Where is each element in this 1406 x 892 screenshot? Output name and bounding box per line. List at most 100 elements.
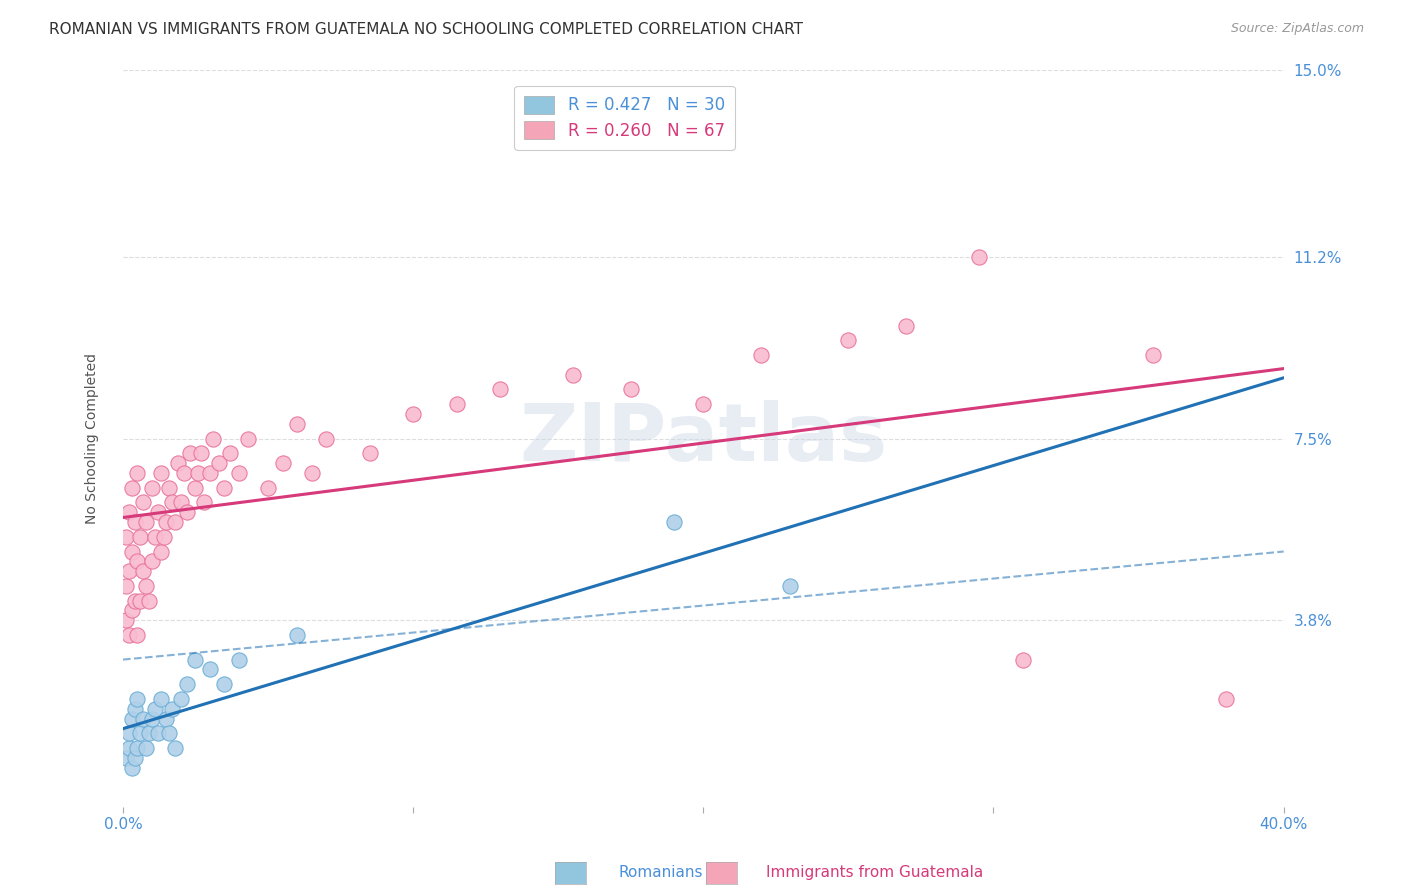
Point <box>167 456 190 470</box>
Legend: R = 0.427   N = 30, R = 0.260   N = 67: R = 0.427 N = 30, R = 0.260 N = 67 <box>515 86 735 150</box>
Point <box>315 432 337 446</box>
Point <box>129 726 152 740</box>
Point <box>228 652 250 666</box>
Text: ROMANIAN VS IMMIGRANTS FROM GUATEMALA NO SCHOOLING COMPLETED CORRELATION CHART: ROMANIAN VS IMMIGRANTS FROM GUATEMALA NO… <box>49 22 803 37</box>
Point <box>967 250 990 264</box>
Point <box>402 407 425 421</box>
Point <box>285 628 308 642</box>
Point <box>301 466 323 480</box>
Point <box>214 677 236 691</box>
Point <box>155 515 177 529</box>
Point <box>184 481 207 495</box>
Point <box>121 761 143 775</box>
Point <box>170 495 193 509</box>
Point <box>135 579 157 593</box>
Point <box>127 741 149 756</box>
Point <box>664 515 686 529</box>
Point <box>121 603 143 617</box>
Point <box>779 579 801 593</box>
Point <box>129 593 152 607</box>
Point <box>208 456 231 470</box>
Point <box>132 712 155 726</box>
Point <box>143 530 166 544</box>
Point <box>190 446 212 460</box>
Text: Romanians: Romanians <box>619 865 703 880</box>
Point <box>118 741 141 756</box>
Point <box>149 544 172 558</box>
Point <box>198 466 221 480</box>
Point <box>141 712 163 726</box>
Point <box>118 564 141 578</box>
Point <box>141 481 163 495</box>
Point <box>149 692 172 706</box>
Point <box>118 628 141 642</box>
Point <box>114 579 136 593</box>
Point <box>155 712 177 726</box>
Point <box>138 593 160 607</box>
Point <box>114 613 136 627</box>
Point <box>1142 348 1164 362</box>
Point <box>157 726 180 740</box>
Point <box>146 726 169 740</box>
Y-axis label: No Schooling Completed: No Schooling Completed <box>86 353 100 524</box>
Point <box>149 466 172 480</box>
Text: Immigrants from Guatemala: Immigrants from Guatemala <box>766 865 984 880</box>
Point <box>201 432 224 446</box>
Point <box>561 368 583 382</box>
Point <box>236 432 259 446</box>
Point <box>135 741 157 756</box>
Point <box>749 348 772 362</box>
Point <box>176 505 198 519</box>
Point <box>127 554 149 568</box>
Point <box>173 466 195 480</box>
Point <box>692 397 714 411</box>
Point <box>896 318 918 333</box>
Point <box>446 397 468 411</box>
Point <box>135 515 157 529</box>
Point <box>170 692 193 706</box>
Point <box>359 446 381 460</box>
Point <box>165 741 187 756</box>
Point <box>114 530 136 544</box>
Point <box>143 702 166 716</box>
Text: Source: ZipAtlas.com: Source: ZipAtlas.com <box>1230 22 1364 36</box>
Point <box>489 383 512 397</box>
Point <box>129 530 152 544</box>
Point <box>198 662 221 676</box>
Point <box>162 495 184 509</box>
Point <box>114 751 136 765</box>
Point <box>121 712 143 726</box>
Point <box>138 726 160 740</box>
Point <box>620 383 643 397</box>
Point <box>121 544 143 558</box>
Point <box>124 751 146 765</box>
Point <box>132 495 155 509</box>
Point <box>141 554 163 568</box>
Point <box>837 333 859 347</box>
Point <box>214 481 236 495</box>
Point <box>1011 652 1033 666</box>
Point <box>118 726 141 740</box>
Point <box>124 515 146 529</box>
Point <box>127 628 149 642</box>
Point <box>285 417 308 431</box>
Text: ZIPatlas: ZIPatlas <box>519 400 887 477</box>
Point <box>184 652 207 666</box>
Point <box>176 677 198 691</box>
Point <box>165 515 187 529</box>
Point <box>228 466 250 480</box>
Point <box>257 481 280 495</box>
Point <box>146 505 169 519</box>
Point <box>271 456 294 470</box>
Point <box>127 692 149 706</box>
Point <box>193 495 215 509</box>
Point <box>162 702 184 716</box>
Point <box>219 446 242 460</box>
Point <box>124 702 146 716</box>
Point <box>121 481 143 495</box>
Point <box>157 481 180 495</box>
Point <box>187 466 209 480</box>
Point <box>152 530 174 544</box>
Point <box>132 564 155 578</box>
Point <box>118 505 141 519</box>
